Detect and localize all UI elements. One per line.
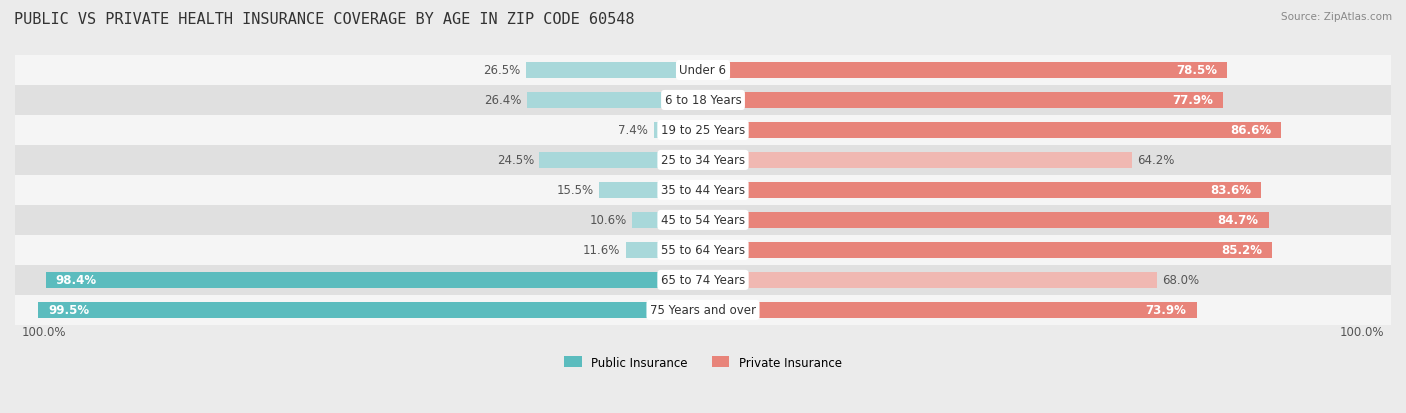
Bar xyxy=(703,182,1261,199)
Bar xyxy=(703,212,1268,229)
Text: 45 to 54 Years: 45 to 54 Years xyxy=(661,214,745,227)
Bar xyxy=(15,56,1391,86)
Text: 65 to 74 Years: 65 to 74 Years xyxy=(661,274,745,287)
Bar xyxy=(540,152,703,169)
Legend: Public Insurance, Private Insurance: Public Insurance, Private Insurance xyxy=(560,351,846,373)
Bar xyxy=(46,272,703,288)
Bar xyxy=(15,205,1391,235)
Text: 10.6%: 10.6% xyxy=(589,214,627,227)
Bar xyxy=(703,122,1281,139)
Text: 99.5%: 99.5% xyxy=(48,304,90,317)
Bar xyxy=(599,182,703,199)
Bar xyxy=(526,63,703,79)
Text: 19 to 25 Years: 19 to 25 Years xyxy=(661,124,745,137)
Text: 25 to 34 Years: 25 to 34 Years xyxy=(661,154,745,167)
Text: 55 to 64 Years: 55 to 64 Years xyxy=(661,244,745,257)
Text: 84.7%: 84.7% xyxy=(1218,214,1258,227)
Bar xyxy=(15,146,1391,176)
Bar xyxy=(633,212,703,229)
Text: 83.6%: 83.6% xyxy=(1211,184,1251,197)
Text: 100.0%: 100.0% xyxy=(1340,325,1385,338)
Text: 75 Years and over: 75 Years and over xyxy=(650,304,756,317)
Text: 64.2%: 64.2% xyxy=(1137,154,1174,167)
Text: 68.0%: 68.0% xyxy=(1163,274,1199,287)
Text: 86.6%: 86.6% xyxy=(1230,124,1271,137)
Text: 26.5%: 26.5% xyxy=(484,64,520,77)
Bar xyxy=(15,116,1391,146)
Text: 6 to 18 Years: 6 to 18 Years xyxy=(665,94,741,107)
Text: 11.6%: 11.6% xyxy=(583,244,620,257)
Text: 26.4%: 26.4% xyxy=(484,94,522,107)
Bar xyxy=(703,272,1157,288)
Text: PUBLIC VS PRIVATE HEALTH INSURANCE COVERAGE BY AGE IN ZIP CODE 60548: PUBLIC VS PRIVATE HEALTH INSURANCE COVER… xyxy=(14,12,634,27)
Bar xyxy=(15,265,1391,295)
Bar xyxy=(38,302,703,318)
Text: 78.5%: 78.5% xyxy=(1177,64,1218,77)
Text: 35 to 44 Years: 35 to 44 Years xyxy=(661,184,745,197)
Bar xyxy=(703,93,1223,109)
Bar xyxy=(15,235,1391,265)
Text: 77.9%: 77.9% xyxy=(1173,94,1213,107)
Bar xyxy=(703,302,1197,318)
Text: 100.0%: 100.0% xyxy=(21,325,66,338)
Bar xyxy=(527,93,703,109)
Bar xyxy=(703,152,1132,169)
Bar xyxy=(654,122,703,139)
Text: 24.5%: 24.5% xyxy=(496,154,534,167)
Bar xyxy=(15,86,1391,116)
Text: Source: ZipAtlas.com: Source: ZipAtlas.com xyxy=(1281,12,1392,22)
Text: Under 6: Under 6 xyxy=(679,64,727,77)
Bar xyxy=(15,295,1391,325)
Bar xyxy=(626,242,703,259)
Bar xyxy=(703,63,1227,79)
Text: 85.2%: 85.2% xyxy=(1220,244,1263,257)
Text: 98.4%: 98.4% xyxy=(56,274,97,287)
Bar xyxy=(15,176,1391,205)
Text: 15.5%: 15.5% xyxy=(557,184,595,197)
Bar xyxy=(703,242,1272,259)
Text: 7.4%: 7.4% xyxy=(619,124,648,137)
Text: 73.9%: 73.9% xyxy=(1146,304,1187,317)
